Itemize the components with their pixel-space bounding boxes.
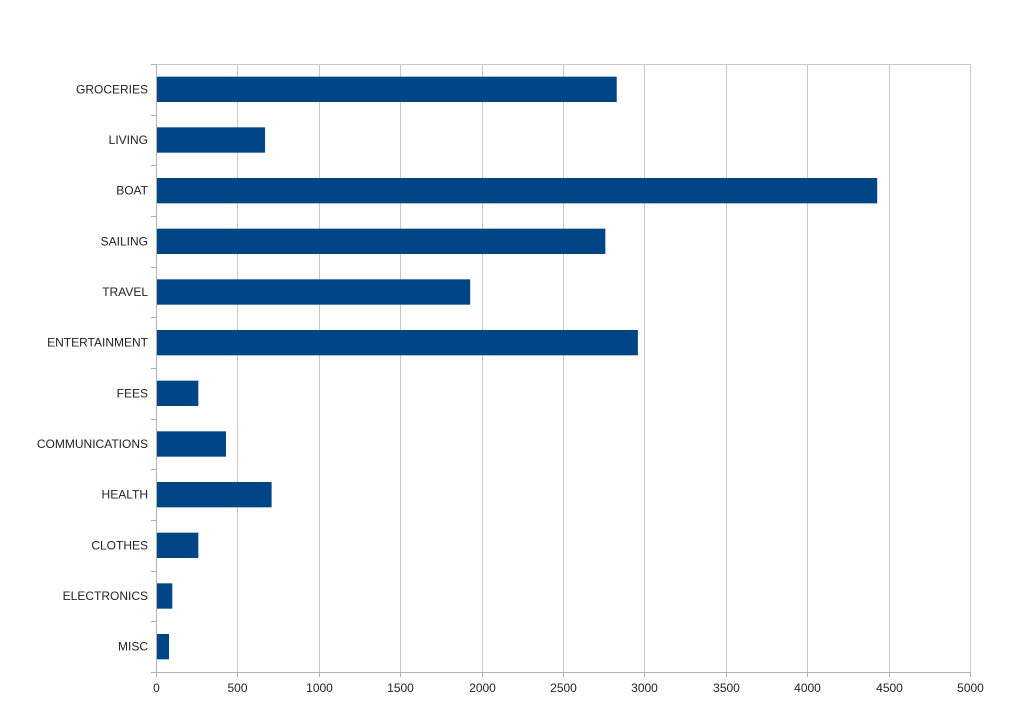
axes bbox=[151, 64, 971, 677]
bar-health bbox=[157, 482, 272, 508]
x-tick-label: 1000 bbox=[306, 681, 333, 695]
y-category-label: SAILING bbox=[101, 234, 148, 248]
x-tick-label: 5000 bbox=[957, 681, 984, 695]
bar-boat bbox=[157, 178, 878, 204]
bar-living bbox=[157, 127, 266, 153]
x-tick-label: 2000 bbox=[469, 681, 496, 695]
bar-travel bbox=[157, 279, 471, 305]
x-tick-label: 2500 bbox=[550, 681, 577, 695]
bar-electronics bbox=[157, 583, 173, 609]
x-tick-label: 4500 bbox=[876, 681, 903, 695]
x-tick-label: 3000 bbox=[631, 681, 658, 695]
y-category-label: CLOTHES bbox=[91, 538, 148, 552]
x-tick-label: 4000 bbox=[794, 681, 821, 695]
bars bbox=[157, 76, 878, 660]
y-category-label: GROCERIES bbox=[76, 82, 148, 96]
grid-lines bbox=[156, 64, 971, 672]
y-category-label: MISC bbox=[118, 640, 148, 654]
bar-clothes bbox=[157, 532, 199, 558]
y-category-label: LIVING bbox=[109, 133, 148, 147]
bar-entertainment bbox=[157, 330, 638, 356]
bar-fees bbox=[157, 380, 199, 406]
x-tick-label: 3500 bbox=[713, 681, 740, 695]
bar-groceries bbox=[157, 76, 617, 102]
bar-misc bbox=[157, 634, 170, 660]
y-category-label: HEALTH bbox=[102, 488, 148, 502]
x-tick-label: 0 bbox=[153, 681, 160, 695]
x-tick-label: 1500 bbox=[387, 681, 414, 695]
x-tick-label: 500 bbox=[227, 681, 247, 695]
y-category-label: ENTERTAINMENT bbox=[47, 336, 149, 350]
y-category-label: TRAVEL bbox=[102, 285, 148, 299]
bar-sailing bbox=[157, 228, 606, 254]
labels: 0 500 1000 1500 2000 2500 3000 3500 4000 4500 5000… bbox=[37, 82, 984, 695]
y-category-label: COMMUNICATIONS bbox=[37, 437, 148, 451]
bar-communications bbox=[157, 431, 227, 457]
y-category-label: BOAT bbox=[116, 184, 148, 198]
y-category-label: FEES bbox=[117, 386, 148, 400]
y-category-label: ELECTRONICS bbox=[63, 589, 148, 603]
